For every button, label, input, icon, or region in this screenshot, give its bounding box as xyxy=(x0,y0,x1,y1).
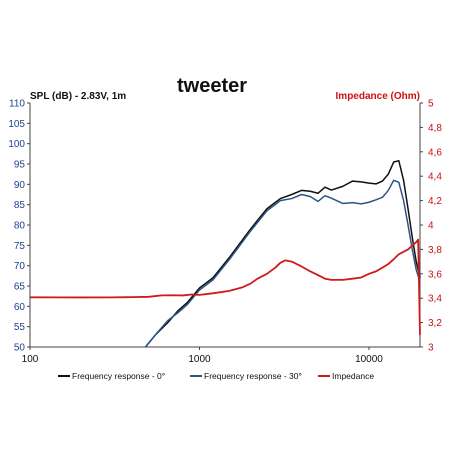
y-tick-label-right: 4,2 xyxy=(428,196,442,207)
legend-label-1: Frequency response - 0° xyxy=(72,371,165,381)
y-tick-label-left: 75 xyxy=(14,241,26,252)
x-tick-label: 100 xyxy=(22,354,39,365)
legend-label-3: Impedance xyxy=(332,371,374,381)
y-tick-label-right: 4,8 xyxy=(428,123,442,134)
legend: Frequency response - 0° Frequency respons… xyxy=(58,371,374,381)
y-tick-label-left: 95 xyxy=(14,160,26,171)
y-tick-label-right: 3,2 xyxy=(428,318,442,329)
y-tick-label-right: 4,4 xyxy=(428,172,442,183)
y-tick-label-left: 100 xyxy=(8,139,25,150)
y-tick-label-left: 80 xyxy=(14,221,26,232)
y-tick-label-left: 55 xyxy=(14,322,26,333)
y-tick-label-left: 90 xyxy=(14,180,26,191)
y-tick-label-right: 5 xyxy=(428,99,434,110)
legend-label-2: Frequency response - 30° xyxy=(204,371,302,381)
y-tick-label-right: 3 xyxy=(428,343,434,354)
tick-labels: 50 55 60 65 70 75 80 85 90 95 100 105 110 3 3,2 3,4 3,6 3… xyxy=(8,99,442,366)
y-tick-label-left: 105 xyxy=(8,119,25,130)
y-tick-label-right: 3,6 xyxy=(428,269,442,280)
y-tick-label-left: 85 xyxy=(14,200,26,211)
y-tick-label-left: 60 xyxy=(14,302,26,313)
y-tick-label-right: 4 xyxy=(428,221,434,232)
y-axis-label-left: SPL (dB) - 2.83V, 1m xyxy=(30,91,126,102)
y-tick-label-left: 70 xyxy=(14,261,26,272)
series-line-3 xyxy=(29,238,421,335)
x-tick-label: 10000 xyxy=(355,354,383,365)
series-line-2 xyxy=(144,179,421,348)
y-axis-label-right: Impedance (Ohm) xyxy=(336,91,420,102)
y-tick-label-right: 3,4 xyxy=(428,294,442,305)
y-tick-label-left: 65 xyxy=(14,282,26,293)
y-tick-label-left: 50 xyxy=(14,343,26,354)
y-tick-label-right: 4,6 xyxy=(428,147,442,158)
series-line-1 xyxy=(144,160,421,348)
x-tick-label: 1000 xyxy=(188,354,211,365)
chart-title: tweeter xyxy=(177,75,247,97)
y-tick-label-right: 3,8 xyxy=(428,245,442,256)
y-tick-label-left: 110 xyxy=(9,99,25,110)
axes xyxy=(29,103,421,348)
series-lines xyxy=(29,160,421,348)
